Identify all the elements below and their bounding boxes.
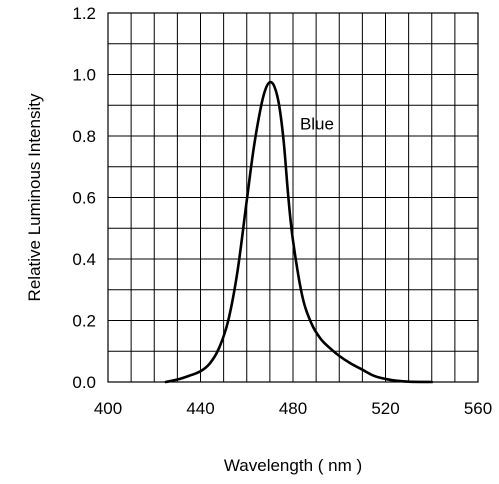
y-tick-label: 0.0 [72, 373, 96, 392]
annotations: Blue [300, 115, 334, 134]
y-tick-label: 1.2 [72, 4, 96, 23]
x-tick-label: 480 [279, 399, 307, 418]
axes: 400 440 480 520 560 0.0 0.2 0.4 0.6 0.8 1.0 1.2 [72, 4, 492, 418]
series [164, 80, 434, 384]
y-tick-label: 0.2 [72, 312, 96, 331]
plot-frame [107, 12, 479, 383]
x-tick-label: 400 [94, 399, 122, 418]
y-tick-label: 0.4 [72, 250, 96, 269]
y-tick-label: 1.0 [72, 66, 96, 85]
series-line-blue [164, 80, 434, 384]
y-axis-label: Relative Luminous Intensity [25, 93, 44, 301]
y-tick-label: 0.6 [72, 189, 96, 208]
grid [108, 13, 478, 382]
x-tick-label: 440 [186, 399, 214, 418]
y-tick-label: 0.8 [72, 127, 96, 146]
x-tick-label: 520 [371, 399, 399, 418]
series-annotation-label: Blue [300, 115, 334, 134]
x-tick-label: 560 [464, 399, 492, 418]
x-axis-label: Wavelength ( nm ) [224, 456, 362, 475]
